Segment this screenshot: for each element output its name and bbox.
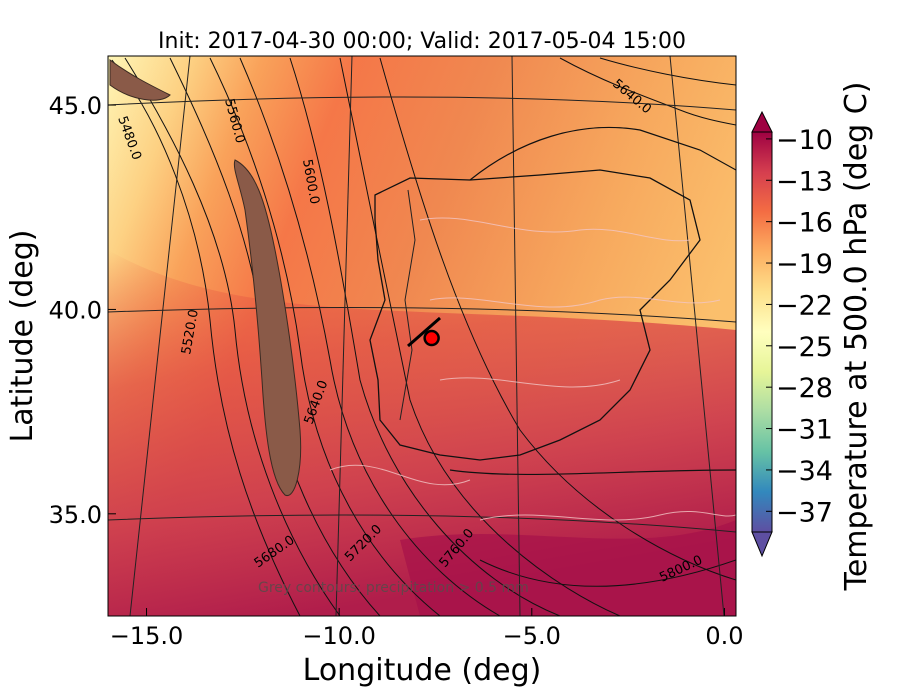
precip-annotation: Grey contours: precipitation > 0.5 mm	[258, 580, 529, 596]
location-marker	[407, 316, 441, 348]
colorbar-tick-label: −22	[776, 290, 833, 321]
africa-coastline	[449, 469, 736, 476]
y-axis-label: Latitude (deg)	[5, 230, 40, 443]
colorbar: −10 −13 −16 −19 −22 −25 −28 −31 −34 −37 Temperatu…	[751, 82, 874, 592]
colorbar-tick-label: −37	[776, 497, 833, 528]
plot-frame	[107, 55, 737, 617]
colorbar-tick-label: −13	[776, 166, 833, 197]
map-panel: 5480.0 5520.0 5560.0 5600.0 5640.0 5640.…	[108, 56, 736, 616]
iberia-coastline	[369, 169, 701, 461]
portugal-border	[399, 189, 416, 421]
france-coastline	[469, 126, 736, 181]
x-tick-label: −5.0	[503, 622, 561, 650]
x-tick-label: −10.0	[302, 622, 376, 650]
colorbar-min-extend	[751, 531, 773, 558]
x-ticks: −15.0 −10.0 −5.0 0.0	[110, 608, 744, 650]
graticule	[108, 56, 736, 616]
y-tick-label: 45.0	[49, 92, 102, 120]
colorbar-tick-label: −34	[776, 456, 833, 487]
orography-ridge	[233, 159, 302, 496]
colorbar-tick-label: −28	[776, 373, 833, 404]
chart-title: Init: 2017-04-30 00:00; Valid: 2017-05-0…	[158, 29, 686, 54]
x-tick-label: −15.0	[110, 622, 184, 650]
colorbar-max-extend	[751, 110, 773, 133]
colorbar-tick-label: −31	[776, 415, 833, 446]
colorbar-ramp	[751, 131, 773, 533]
y-tick-label: 40.0	[49, 296, 102, 324]
x-tick-label: 0.0	[705, 622, 743, 650]
height-contours	[111, 57, 736, 616]
colorbar-tick-label: −10	[776, 125, 833, 156]
colorbar-ticks: −10 −13 −16 −19 −22 −25 −28 −31 −34 −37	[766, 125, 833, 528]
colorbar-tick-label: −25	[776, 332, 833, 363]
y-tick-label: 35.0	[49, 501, 102, 529]
y-ticks: 45.0 40.0 35.0	[49, 92, 116, 529]
orography-nw	[109, 59, 171, 101]
precip-contours	[329, 217, 736, 521]
colorbar-tick-label: −19	[776, 249, 833, 280]
colorbar-tick-label: −16	[776, 208, 833, 239]
x-axis-label: Longitude (deg)	[303, 653, 542, 688]
colorbar-label: Temperature at 500.0 hPa (deg C)	[839, 82, 874, 592]
